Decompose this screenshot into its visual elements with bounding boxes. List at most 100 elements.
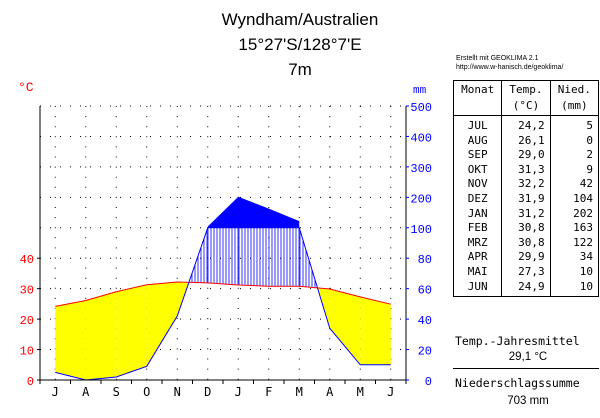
cell-temp: 32,2 (501, 177, 551, 192)
y-right-tick-label: 500 (410, 101, 432, 115)
cell-temp: 24,9 (501, 279, 551, 298)
annual-temp-value: 29,1 °C (508, 351, 548, 363)
table-row: NOV 32,2 42 (452, 177, 600, 192)
arid-area (360, 296, 391, 365)
table-row: JUL 24,2 5 (452, 115, 600, 134)
cell-precip: 104 (549, 191, 600, 207)
cell-precip: 10 (549, 279, 600, 298)
y-left-tick-label: 10 (20, 345, 34, 359)
x-tick-label: A (82, 385, 90, 399)
cell-precip: 2 (549, 148, 600, 163)
cell-month: JAN (452, 206, 503, 222)
table-row: JUN 24,9 10 (452, 279, 600, 298)
cell-precip: 202 (549, 206, 600, 222)
header-temp: Temp. (°C) (501, 80, 551, 116)
cell-month: DEZ (452, 191, 503, 207)
table-row: AUG 26,1 0 (452, 133, 600, 149)
cell-month: JUL (452, 115, 503, 134)
y-left-tick-label: 40 (20, 253, 34, 267)
arid-area (116, 284, 147, 377)
cell-temp: 26,1 (501, 133, 551, 149)
header-month: Monat (452, 80, 503, 116)
cell-month: OKT (452, 162, 503, 178)
table-row: OKT 31,3 9 (452, 162, 600, 178)
y-right-tick-label: 100 (410, 223, 432, 237)
table-row: DEZ 31,9 104 (452, 191, 600, 207)
y-left-tick-label: 30 (20, 284, 34, 298)
cell-month: APR (452, 250, 503, 265)
cell-month: MAI (452, 264, 503, 280)
cell-precip: 5 (549, 115, 600, 134)
table-row: APR 29,9 34 (452, 250, 600, 265)
y-right-tick-label: 0 (425, 375, 432, 389)
y-right-tick-label: 20 (418, 345, 432, 359)
x-tick-label: M (357, 385, 364, 399)
y-right-tick-label: 200 (410, 192, 432, 206)
table-row: FEB 30,8 163 (452, 221, 600, 236)
cell-month: SEP (452, 148, 503, 163)
x-tick-label: J (235, 385, 242, 399)
precip-excess-area (207, 196, 300, 228)
x-tick-label: F (265, 385, 272, 399)
station-coordinates: 15°27'S/128°7'E (238, 35, 362, 54)
cell-temp: 29,0 (501, 148, 551, 163)
cell-temp: 29,9 (501, 250, 551, 265)
arid-area (329, 288, 361, 365)
header-month-line2 (456, 98, 499, 114)
precipitation-line (55, 227, 391, 381)
header-month-line1: Monat (461, 83, 495, 96)
cell-precip: 0 (549, 133, 600, 149)
cell-month: FEB (452, 221, 503, 236)
temperature-line (55, 281, 391, 307)
cell-month: JUN (452, 279, 503, 298)
annual-precip-value: 703 mm (507, 395, 549, 407)
cell-precip: 9 (549, 162, 600, 178)
arid-area (146, 281, 178, 367)
x-tick-label: J (387, 385, 394, 399)
header-precip: Nied. (mm) (549, 80, 600, 116)
header-precip-line1: Nied. (557, 83, 591, 96)
table-header-row: Monat Temp. (°C) Nied. (mm) (452, 80, 600, 116)
y-right-tick-label: 40 (418, 314, 432, 328)
y-right-tick-label: 300 (410, 162, 432, 176)
header-precip-line2: (mm) (561, 99, 588, 112)
climate-table: Monat Temp. (°C) Nied. (mm) JUL 24,2 5 AUG… (452, 80, 600, 298)
x-tick-label: N (174, 385, 181, 399)
table-row: SEP 29,0 2 (452, 148, 600, 163)
cell-month: AUG (452, 133, 503, 149)
cell-precip: 163 (549, 221, 600, 236)
cell-temp: 24,2 (501, 115, 551, 134)
cell-temp: 27,3 (501, 264, 551, 280)
cell-temp: 31,9 (501, 191, 551, 207)
temp-axis-unit: °C (18, 80, 34, 95)
summary-divider (453, 368, 599, 369)
cell-precip: 34 (549, 250, 600, 265)
credit-line-2: http://www.w-hanisch.de/geoklima/ (456, 64, 564, 71)
station-elevation: 7m (288, 60, 312, 79)
annual-temp-label: Temp.-Jahresmittel (455, 334, 580, 348)
x-tick-label: O (143, 385, 150, 399)
y-left-tick-label: 0 (27, 375, 34, 389)
precip-axis-unit: mm (413, 85, 427, 97)
y-left-tick-label: 20 (20, 314, 34, 328)
x-tick-label: D (204, 385, 211, 399)
table-row: MRZ 30,8 122 (452, 235, 600, 251)
x-tick-label: S (113, 385, 120, 399)
x-tick-label: J (52, 385, 59, 399)
cell-precip: 10 (549, 264, 600, 280)
arid-area (85, 291, 117, 380)
y-right-tick-label: 400 (410, 131, 432, 145)
cell-temp: 31,3 (501, 162, 551, 178)
y-right-tick-label: 80 (418, 253, 432, 267)
cell-precip: 122 (549, 235, 600, 251)
credit-line-1: Erstellt mit GEOKLIMA 2.1 (456, 55, 539, 62)
cell-precip: 42 (549, 177, 600, 192)
y-right-tick-label: 60 (418, 284, 432, 298)
cell-temp: 30,8 (501, 221, 551, 236)
cell-month: NOV (452, 177, 503, 192)
cell-temp: 30,8 (501, 235, 551, 251)
annual-precip-label: Niederschlagssumme (455, 376, 580, 390)
cell-temp: 31,2 (501, 206, 551, 222)
header-temp-line1: Temp. (509, 83, 543, 96)
